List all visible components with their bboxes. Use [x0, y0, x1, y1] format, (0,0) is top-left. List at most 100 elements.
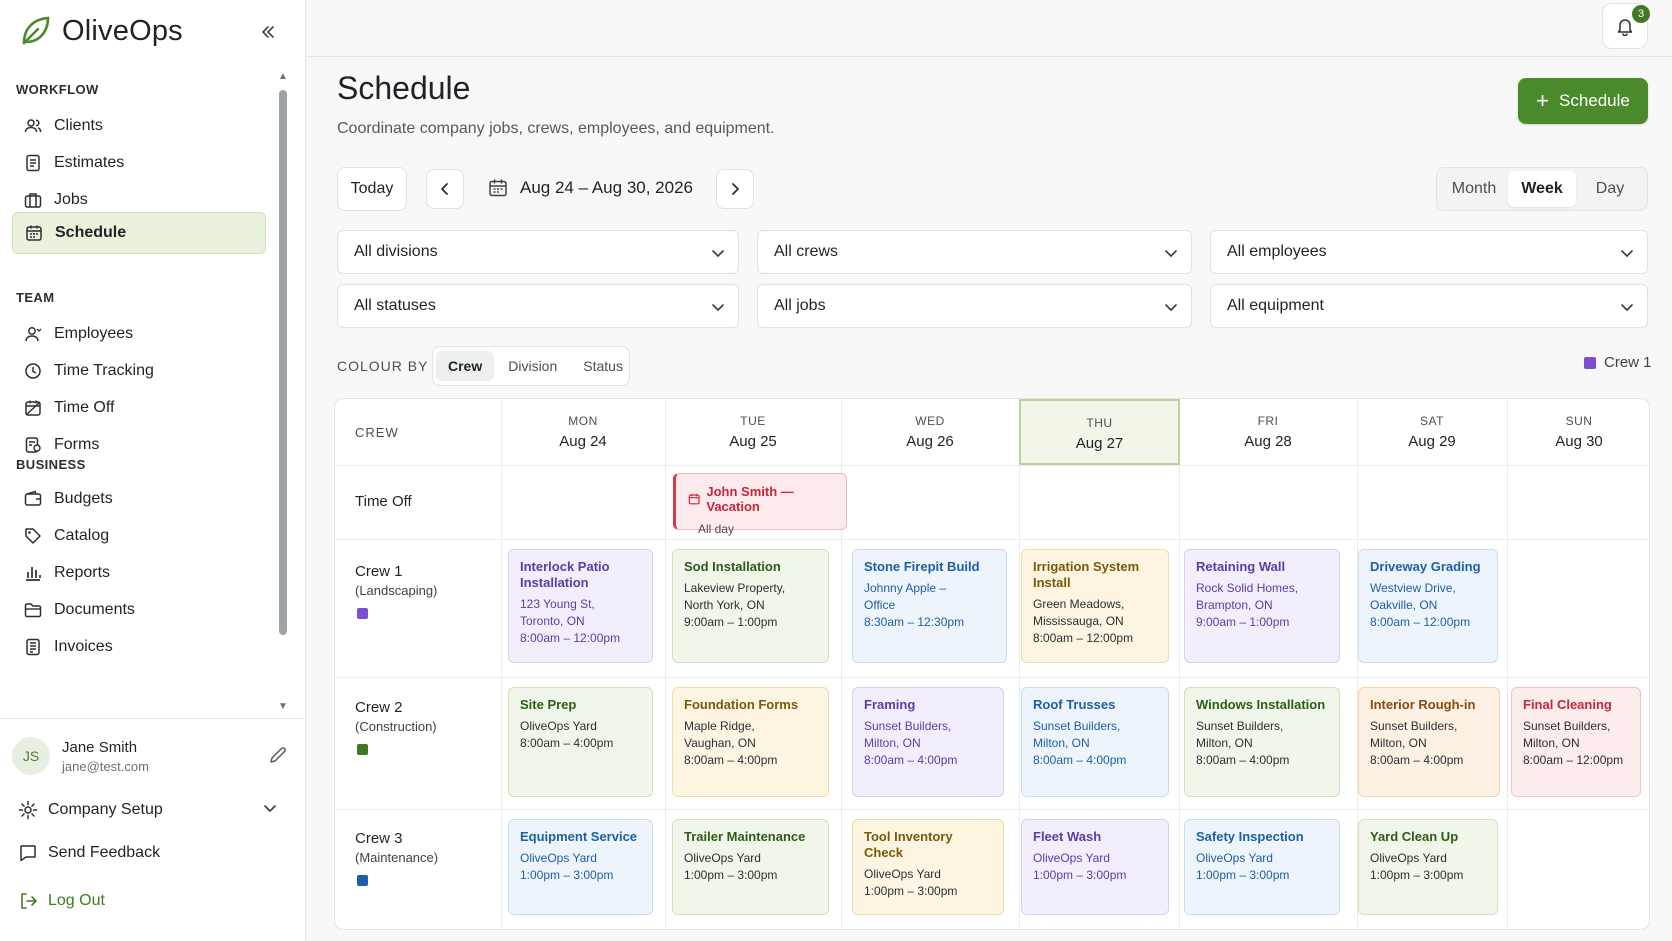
event-card[interactable]: Driveway Grading Westview Drive, Oakvill… — [1358, 549, 1498, 663]
event-card[interactable]: Site Prep OliveOps Yard 8:00am – 4:00pm — [508, 687, 653, 797]
event-line: OliveOps Yard — [1196, 851, 1273, 865]
event-time: 9:00am – 1:00pm — [684, 615, 778, 629]
sidebar-item-time-tracking[interactable]: Time Tracking — [12, 351, 266, 391]
day-header-wed[interactable]: WED Aug 26 — [841, 399, 1019, 465]
event-title: Driveway Grading — [1370, 559, 1481, 574]
view-week-button[interactable]: Week — [1508, 171, 1576, 207]
sidebar-item-time-off[interactable]: Time Off — [12, 388, 266, 428]
colour-by-crew-button[interactable]: Crew — [436, 351, 495, 381]
event-title: Irrigation System Install — [1033, 559, 1140, 590]
event-time: 8:00am – 12:00pm — [1523, 753, 1624, 767]
date-range[interactable]: Aug 24 – Aug 30, 2026 — [488, 170, 693, 206]
crews-select-value: All crews — [774, 243, 839, 260]
add-schedule-button[interactable]: + Schedule — [1518, 78, 1648, 124]
day-date: Aug 26 — [906, 433, 954, 450]
sidebar-item-invoices[interactable]: Invoices — [12, 627, 266, 667]
today-button[interactable]: Today — [337, 167, 407, 211]
sidebar-item-clients[interactable]: Clients — [12, 106, 266, 146]
crew-name: Crew 2 — [355, 699, 403, 716]
sidebar-item-reports[interactable]: Reports — [12, 553, 266, 593]
company-setup-item[interactable]: Company Setup — [18, 797, 163, 823]
event-card[interactable]: Interlock Patio Installation 123 Young S… — [508, 549, 653, 663]
event-title: Trailer Maintenance — [684, 829, 806, 844]
event-card[interactable]: Tool Inventory Check OliveOps Yard 1:00p… — [852, 819, 1004, 915]
event-card[interactable]: Trailer Maintenance OliveOps Yard 1:00pm… — [672, 819, 829, 915]
event-line: Vaughan, ON — [684, 736, 756, 750]
form-icon — [25, 437, 41, 453]
users-icon — [24, 119, 42, 133]
event-time: 8:00am – 4:00pm — [1033, 753, 1127, 767]
day-of-week: TUE — [740, 414, 766, 428]
day-header-mon[interactable]: MON Aug 24 — [501, 399, 665, 465]
crews-select[interactable]: All crews — [757, 230, 1192, 274]
day-of-week: MON — [568, 414, 598, 428]
event-card[interactable]: Yard Clean Up OliveOps Yard 1:00pm – 3:0… — [1358, 819, 1498, 915]
section-label-team: TEAM — [16, 290, 55, 305]
scroll-down-arrow-icon[interactable]: ▼ — [278, 701, 288, 712]
chevron-down-icon — [1165, 250, 1177, 258]
sidebar-item-schedule[interactable]: Schedule — [12, 212, 266, 254]
vacation-event[interactable]: John Smith — Vacation All day — [673, 473, 847, 536]
event-line: OliveOps Yard — [1370, 851, 1447, 865]
send-feedback-item[interactable]: Send Feedback — [18, 840, 160, 866]
sidebar-scrollbar[interactable] — [279, 90, 287, 635]
event-time: 8:00am – 4:00pm — [864, 753, 958, 767]
user-profile[interactable]: JS Jane Smith jane@test.com — [12, 735, 292, 779]
vacation-title-text: John Smith — Vacation — [706, 484, 794, 514]
statuses-select[interactable]: All statuses — [337, 284, 739, 328]
brand[interactable]: OliveOps — [18, 14, 183, 48]
equipment-select[interactable]: All equipment — [1210, 284, 1648, 328]
sidebar-item-employees[interactable]: Employees — [12, 314, 266, 354]
event-time: 8:00am – 12:00pm — [1370, 615, 1471, 629]
event-line: Brampton, ON — [1196, 598, 1273, 612]
event-card[interactable]: Safety Inspection OliveOps Yard 1:00pm –… — [1184, 819, 1340, 915]
event-time: 8:00am – 4:00pm — [1370, 753, 1464, 767]
colour-by-division-button[interactable]: Division — [508, 358, 558, 374]
edit-pencil-icon[interactable] — [268, 745, 290, 767]
day-header-tue[interactable]: TUE Aug 25 — [665, 399, 841, 465]
event-title: Yard Clean Up — [1370, 829, 1459, 844]
day-header-sun[interactable]: SUN Aug 30 — [1507, 399, 1649, 465]
event-card[interactable]: Retaining Wall Rock Solid Homes, Brampto… — [1184, 549, 1340, 663]
event-card[interactable]: Sod Installation Lakeview Property, Nort… — [672, 549, 829, 663]
gear-icon — [18, 800, 38, 820]
document-icon — [26, 154, 40, 172]
day-header-thu-today[interactable]: THU Aug 27 — [1019, 399, 1180, 465]
jobs-select[interactable]: All jobs — [757, 284, 1192, 328]
crew-division: (Construction) — [355, 719, 437, 734]
sidebar-item-budgets[interactable]: Budgets — [12, 479, 266, 519]
sidebar-item-catalog[interactable]: Catalog — [12, 516, 266, 556]
event-line: Lakeview Property, — [684, 581, 786, 595]
colour-by-status-button[interactable]: Status — [583, 358, 623, 374]
view-month-button[interactable]: Month — [1451, 180, 1497, 197]
event-card[interactable]: Equipment Service OliveOps Yard 1:00pm –… — [508, 819, 653, 915]
next-week-button[interactable] — [716, 169, 754, 209]
event-card[interactable]: Framing Sunset Builders, Milton, ON 8:00… — [852, 687, 1004, 797]
day-header-fri[interactable]: FRI Aug 28 — [1179, 399, 1357, 465]
collapse-sidebar-icon[interactable] — [256, 20, 280, 44]
sidebar-item-estimates[interactable]: Estimates — [12, 143, 266, 183]
add-schedule-label: Schedule — [1558, 91, 1630, 110]
sidebar-item-jobs[interactable]: Jobs — [12, 180, 266, 220]
sidebar-item-forms[interactable]: Forms — [12, 425, 266, 465]
event-card[interactable]: Stone Firepit Build Johnny Apple – Offic… — [852, 549, 1007, 663]
bar-chart-icon — [26, 567, 41, 581]
event-card[interactable]: Fleet Wash OliveOps Yard 1:00pm – 3:00pm — [1021, 819, 1169, 915]
event-card[interactable]: Roof Trusses Sunset Builders, Milton, ON… — [1021, 687, 1169, 797]
scroll-up-arrow-icon[interactable]: ▲ — [278, 71, 288, 82]
event-card[interactable]: Interior Rough-in Sunset Builders, Milto… — [1358, 687, 1500, 797]
event-line: Sunset Builders, — [1370, 719, 1458, 733]
sidebar-item-documents[interactable]: Documents — [12, 590, 266, 630]
view-day-button[interactable]: Day — [1595, 180, 1625, 197]
previous-week-button[interactable] — [426, 169, 464, 209]
employees-select[interactable]: All employees — [1210, 230, 1648, 274]
log-out-item[interactable]: Log Out — [18, 888, 105, 914]
day-header-sat[interactable]: SAT Aug 29 — [1357, 399, 1507, 465]
divisions-select[interactable]: All divisions — [337, 230, 739, 274]
event-card[interactable]: Final Cleaning Sunset Builders, Milton, … — [1511, 687, 1641, 797]
crew-name: Crew 3 — [355, 830, 403, 847]
chevron-down-icon[interactable] — [262, 800, 282, 820]
event-card[interactable]: Windows Installation Sunset Builders, Mi… — [1184, 687, 1340, 797]
event-card[interactable]: Irrigation System Install Green Meadows,… — [1021, 549, 1169, 663]
event-card[interactable]: Foundation Forms Maple Ridge, Vaughan, O… — [672, 687, 829, 797]
